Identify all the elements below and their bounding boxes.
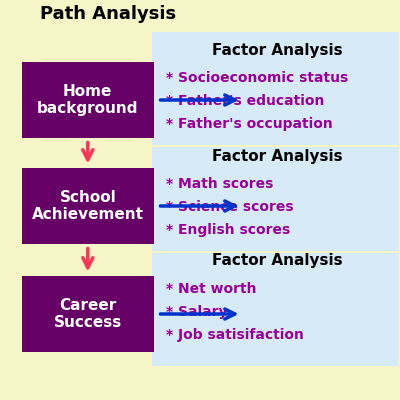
Text: Career
Success: Career Success [54,298,122,330]
Bar [22,168,154,244]
Text: Factor Analysis: Factor Analysis [212,253,343,268]
Text: Factor Analysis: Factor Analysis [212,42,343,58]
Bar [22,276,154,352]
Bar [152,147,399,251]
Bar [152,253,399,366]
Text: * Socioeconomic status: * Socioeconomic status [166,71,348,85]
Text: * Father's occupation: * Father's occupation [166,118,332,131]
Text: School
Achievement: School Achievement [32,190,144,222]
Bar [22,62,154,138]
Bar [152,32,399,145]
Text: Home
background: Home background [37,84,138,116]
Text: * English scores: * English scores [166,223,290,237]
Text: Path Analysis: Path Analysis [40,5,176,23]
Text: * Science scores: * Science scores [166,200,293,214]
Text: Factor Analysis: Factor Analysis [212,148,343,164]
Text: * Salary: * Salary [166,305,227,319]
Text: * Job satisifaction: * Job satisifaction [166,328,304,342]
Text: * Math scores: * Math scores [166,177,273,191]
Text: * Net worth: * Net worth [166,282,256,296]
Text: * Father's education: * Father's education [166,94,324,108]
